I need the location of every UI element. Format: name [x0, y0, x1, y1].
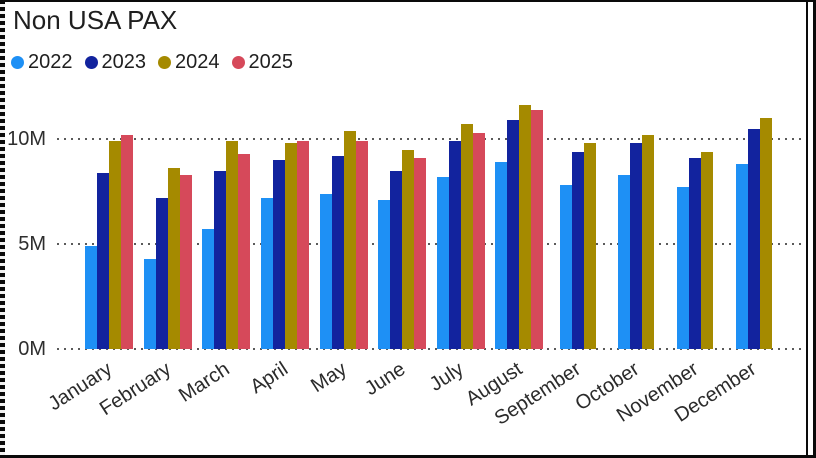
bar-2022-February[interactable] — [143, 258, 156, 349]
bar-2024-August[interactable] — [519, 105, 532, 349]
window-border-bottom — [0, 455, 816, 458]
month-group-June — [373, 97, 432, 349]
bar-2022-January[interactable] — [85, 246, 98, 349]
y-axis: 0M 5M 10M — [0, 97, 46, 360]
month-group-March — [197, 97, 256, 349]
bar-2022-August[interactable] — [495, 162, 508, 349]
bar-2024-September[interactable] — [583, 143, 596, 349]
legend-swatch-icon — [231, 55, 245, 69]
x-axis: January February March April May June July Augu… — [45, 354, 783, 430]
bar-2024-January[interactable] — [109, 141, 122, 349]
bar-2022-October[interactable] — [618, 174, 631, 349]
plot-area — [80, 97, 783, 349]
bar-2022-July[interactable] — [436, 176, 449, 349]
bar-2023-July[interactable] — [448, 141, 461, 349]
month-group-December — [724, 97, 783, 349]
legend: 2022 2023 2024 2025 — [11, 50, 293, 74]
bar-2022-April[interactable] — [261, 197, 274, 349]
bar-2022-November[interactable] — [677, 187, 690, 349]
bar-2023-August[interactable] — [507, 120, 520, 349]
y-tick-label: 0M — [18, 338, 46, 360]
month-group-May — [314, 97, 373, 349]
month-group-July — [431, 97, 490, 349]
bar-2024-July[interactable] — [460, 124, 473, 349]
bar-2022-March[interactable] — [202, 229, 215, 349]
y-tick-label: 5M — [18, 233, 46, 255]
x-axis-label-March: March — [174, 358, 234, 407]
bar-2024-April[interactable] — [285, 143, 298, 349]
month-group-January — [80, 97, 139, 349]
bar-2022-September[interactable] — [559, 185, 572, 349]
bar-2023-May[interactable] — [331, 155, 344, 349]
month-group-February — [139, 97, 198, 349]
legend-label: 2024 — [175, 50, 220, 73]
bar-2025-July[interactable] — [472, 132, 485, 349]
bar-2024-October[interactable] — [642, 134, 655, 349]
legend-label: 2025 — [248, 50, 294, 73]
y-tick-label: 10M — [7, 128, 46, 150]
bar-2024-May[interactable] — [343, 130, 356, 349]
bar-2023-December[interactable] — [747, 128, 760, 349]
bar-2023-November[interactable] — [689, 157, 702, 349]
legend-item-2024[interactable]: 2024 — [158, 51, 220, 74]
window-border-left-dashed — [0, 0, 5, 458]
gridline-0M — [57, 348, 807, 350]
legend-swatch-icon — [84, 55, 98, 69]
bar-2022-December[interactable] — [735, 164, 748, 349]
bar-2022-June[interactable] — [378, 199, 391, 349]
legend-item-2025[interactable]: 2025 — [231, 50, 294, 74]
bar-2025-February[interactable] — [179, 174, 192, 349]
legend-label: 2022 — [28, 50, 73, 73]
x-axis-label-May: May — [306, 358, 351, 398]
bar-2023-January[interactable] — [97, 172, 110, 349]
window-border-right — [813, 0, 816, 458]
bar-2023-September[interactable] — [571, 151, 584, 349]
bar-2025-August[interactable] — [531, 109, 544, 349]
month-group-August — [490, 97, 549, 349]
bar-2023-April[interactable] — [273, 160, 286, 349]
legend-item-2022[interactable]: 2022 — [11, 51, 73, 74]
legend-swatch-icon — [11, 55, 24, 69]
x-axis-label-April: April — [246, 358, 293, 399]
month-group-October — [607, 97, 666, 349]
bar-2025-June[interactable] — [414, 157, 427, 349]
month-group-April — [256, 97, 315, 349]
x-axis-label-June: June — [360, 358, 410, 401]
chart-title: Non USA PAX — [13, 5, 178, 35]
bar-2023-March[interactable] — [214, 170, 227, 349]
gridline-10M — [57, 138, 807, 140]
legend-label: 2023 — [101, 50, 147, 73]
bar-2025-March[interactable] — [238, 153, 251, 349]
gridlines — [57, 97, 807, 350]
legend-swatch-icon — [158, 55, 171, 69]
canvas-edge-line — [806, 2, 808, 455]
bar-2024-February[interactable] — [167, 168, 180, 349]
bar-2024-November[interactable] — [701, 151, 714, 349]
bar-2024-March[interactable] — [226, 141, 239, 349]
bar-2024-December[interactable] — [759, 118, 772, 349]
month-group-September — [549, 97, 608, 349]
bar-2024-June[interactable] — [402, 149, 415, 349]
bar-2023-February[interactable] — [155, 197, 168, 349]
legend-item-2023[interactable]: 2023 — [84, 50, 147, 74]
bar-2025-January[interactable] — [121, 134, 134, 349]
bar-2023-October[interactable] — [630, 143, 643, 349]
bar-2023-June[interactable] — [390, 170, 403, 349]
bar-2025-May[interactable] — [355, 141, 368, 349]
month-group-November — [666, 97, 725, 349]
bar-2022-May[interactable] — [319, 193, 332, 349]
gridline-5M — [57, 243, 807, 245]
bar-2025-April[interactable] — [297, 141, 310, 349]
window-border-top — [0, 0, 816, 2]
